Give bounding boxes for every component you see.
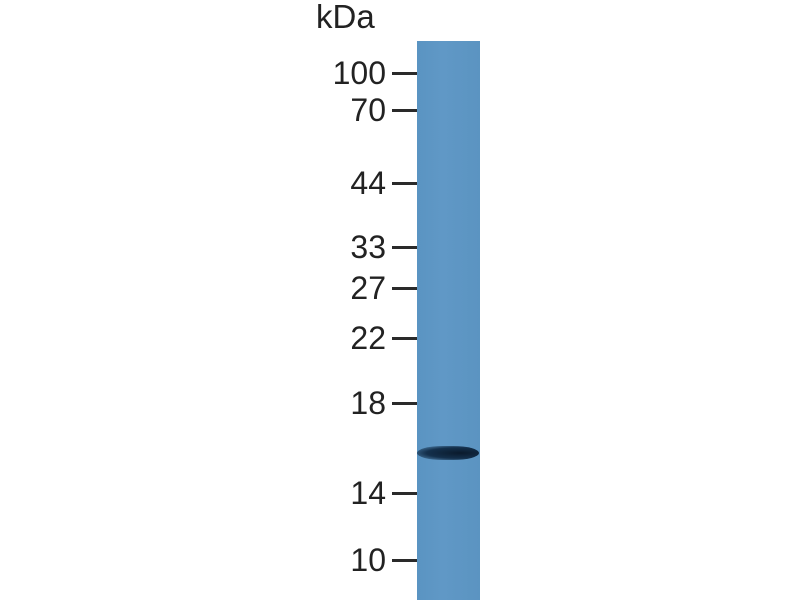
marker-22: 22 bbox=[250, 320, 420, 356]
marker-tick bbox=[392, 402, 420, 405]
marker-label: 14 bbox=[350, 475, 386, 511]
marker-label: 22 bbox=[350, 320, 386, 356]
marker-14: 14 bbox=[250, 475, 420, 511]
marker-tick bbox=[392, 109, 420, 112]
marker-label: 100 bbox=[332, 55, 386, 91]
marker-70: 70 bbox=[250, 92, 420, 128]
marker-tick bbox=[392, 337, 420, 340]
marker-tick bbox=[392, 492, 420, 495]
marker-27: 27 bbox=[250, 270, 420, 306]
marker-tick bbox=[392, 246, 420, 249]
marker-label: 18 bbox=[350, 385, 386, 421]
marker-tick bbox=[392, 287, 420, 290]
marker-44: 44 bbox=[250, 165, 420, 201]
marker-18: 18 bbox=[250, 385, 420, 421]
marker-label: 70 bbox=[350, 92, 386, 128]
marker-10: 10 bbox=[250, 542, 420, 578]
marker-label: 33 bbox=[350, 229, 386, 265]
marker-label: 27 bbox=[350, 270, 386, 306]
marker-100: 100 bbox=[250, 55, 420, 91]
marker-33: 33 bbox=[250, 229, 420, 265]
marker-tick bbox=[392, 72, 420, 75]
marker-label: 44 bbox=[350, 165, 386, 201]
marker-tick bbox=[392, 559, 420, 562]
marker-tick bbox=[392, 182, 420, 185]
protein-band bbox=[417, 446, 479, 460]
marker-label: 10 bbox=[350, 542, 386, 578]
blot-lane bbox=[417, 41, 480, 600]
unit-label: kDa bbox=[316, 0, 375, 35]
